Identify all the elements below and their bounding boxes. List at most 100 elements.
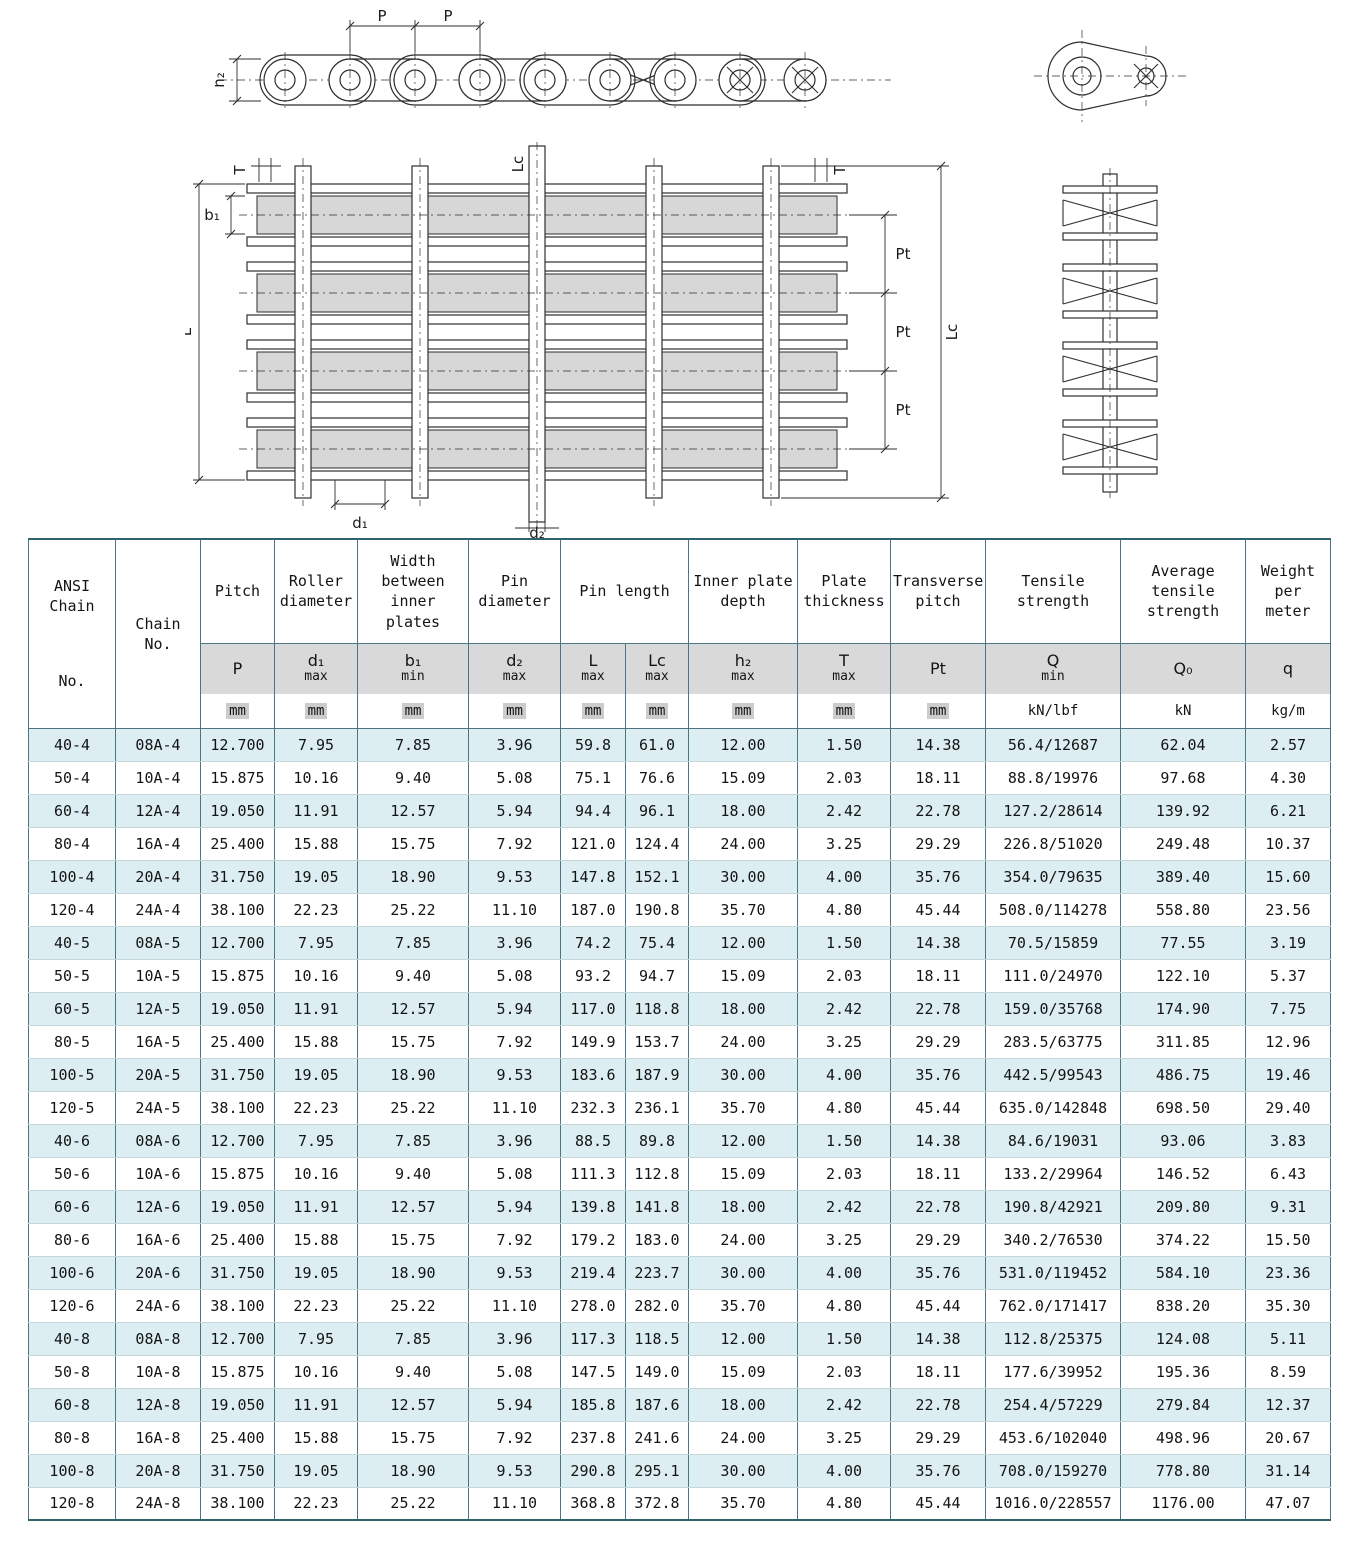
table-cell: 12A-8 [115,1388,201,1422]
table-cell: 2.42 [797,794,891,828]
table-cell: 29.29 [890,1223,986,1257]
table-cell: 18.90 [357,1256,469,1290]
table-cell: 498.96 [1120,1421,1246,1455]
table-cell: 174.90 [1120,992,1246,1026]
table-cell: 88.5 [560,1124,626,1158]
table-cell: 89.8 [625,1124,689,1158]
table-cell: 236.1 [625,1091,689,1125]
table-cell: 14.38 [890,926,986,960]
table-cell: 10.16 [274,761,358,795]
table-cell: 38.100 [200,1289,275,1323]
table-cell: 16A-6 [115,1223,201,1257]
table-cell: 2.03 [797,1157,891,1191]
table-cell: 40-8 [28,1322,116,1356]
table-cell: 453.6/102040 [985,1421,1121,1455]
table-cell: 40-4 [28,728,116,762]
table-cell: 15.09 [688,959,798,993]
table-cell: 124.4 [625,827,689,861]
table-cell: 40-6 [28,1124,116,1158]
table-cell: 23.56 [1245,893,1331,927]
chain-side-view-drawing: P P h₂ [215,8,891,108]
table-cell: 12.57 [357,1388,469,1422]
table-cell: 12.37 [1245,1388,1331,1422]
table-cell: 4.00 [797,860,891,894]
table-cell: 5.08 [468,959,561,993]
table-cell: 18.90 [357,1454,469,1488]
table-cell: 15.75 [357,1223,469,1257]
table-cell: 177.6/39952 [985,1355,1121,1389]
table-cell: 94.4 [560,794,626,828]
table-cell: 80-8 [28,1421,116,1455]
table-cell: 10A-8 [115,1355,201,1389]
table-cell: 11.10 [468,1289,561,1323]
table-cell: 153.7 [625,1025,689,1059]
table-row: 40-6 08A-6 12.700 7.95 7.85 3.96 88.5 89.8 12.00… [28,1124,1331,1158]
table-cell: 295.1 [625,1454,689,1488]
table-cell: 183.0 [625,1223,689,1257]
table-cell: 4.30 [1245,761,1331,795]
table-cell: 88.8/19976 [985,761,1121,795]
table-cell: 7.92 [468,1223,561,1257]
table-cell: 117.3 [560,1322,626,1356]
table-cell: 84.6/19031 [985,1124,1121,1158]
table-cell: 15.09 [688,1355,798,1389]
table-cell: 708.0/159270 [985,1454,1121,1488]
table-cell: 24A-6 [115,1289,201,1323]
table-cell: 5.94 [468,1388,561,1422]
table-cell: 112.8/25375 [985,1322,1121,1356]
table-cell: 15.09 [688,761,798,795]
table-cell: 38.100 [200,1487,275,1521]
unit-q0: kN [1120,694,1246,729]
header-ansi-chain-no: ANSI Chain No. [28,539,116,729]
table-cell: 19.050 [200,794,275,828]
table-cell: 118.8 [625,992,689,1026]
table-row: 120-5 24A-5 38.100 22.23 25.22 11.10 232.3 236.… [28,1091,1331,1125]
table-cell: 12A-4 [115,794,201,828]
table-cell: 122.10 [1120,959,1246,993]
spec-table-section: ANSI Chain No. Chain No. Pitch Roller di… [0,538,1358,1521]
table-row: 100-5 20A-5 31.750 19.05 18.90 9.53 183.6 187.9… [28,1058,1331,1092]
table-cell: 120-5 [28,1091,116,1125]
table-cell: 20A-4 [115,860,201,894]
header-chain-line1: Chain [135,614,181,633]
unit-d2: mm [468,694,561,729]
table-cell: 50-5 [28,959,116,993]
dim-label-d1: d₁ [352,514,368,532]
table-cell: 147.5 [560,1355,626,1389]
table-cell: 40-5 [28,926,116,960]
table-cell: 10.16 [274,959,358,993]
symbol-h2-max: h₂ max [688,643,798,694]
symbol-q0: Q₀ [1120,643,1246,694]
table-cell: 195.36 [1120,1355,1246,1389]
table-cell: 3.96 [468,926,561,960]
table-cell: 22.78 [890,794,986,828]
table-cell: 9.40 [357,1157,469,1191]
table-cell: 38.100 [200,1091,275,1125]
table-cell: 15.875 [200,1157,275,1191]
symbol-p: P [200,643,275,694]
header-width-between-inner-plates: Width between inner plates [357,539,469,644]
table-cell: 9.53 [468,1256,561,1290]
table-cell: 7.85 [357,1124,469,1158]
table-cell: 3.96 [468,728,561,762]
table-cell: 29.29 [890,827,986,861]
table-row: 100-8 20A-8 31.750 19.05 18.90 9.53 290.8 295.1… [28,1454,1331,1488]
header-inner-plate-depth: Inner plate depth [688,539,798,644]
table-cell: 35.76 [890,1454,986,1488]
table-cell: 35.70 [688,1487,798,1521]
table-cell: 18.11 [890,959,986,993]
table-cell: 5.94 [468,1190,561,1224]
table-cell: 3.83 [1245,1124,1331,1158]
table-cell: 12.700 [200,1124,275,1158]
table-cell: 584.10 [1120,1256,1246,1290]
table-cell: 22.78 [890,992,986,1026]
table-cell: 60-6 [28,1190,116,1224]
table-cell: 08A-5 [115,926,201,960]
table-cell: 19.05 [274,1454,358,1488]
table-cell: 59.8 [560,728,626,762]
table-cell: 12.00 [688,1322,798,1356]
table-cell: 2.03 [797,761,891,795]
table-cell: 15.60 [1245,860,1331,894]
table-cell: 14.38 [890,728,986,762]
